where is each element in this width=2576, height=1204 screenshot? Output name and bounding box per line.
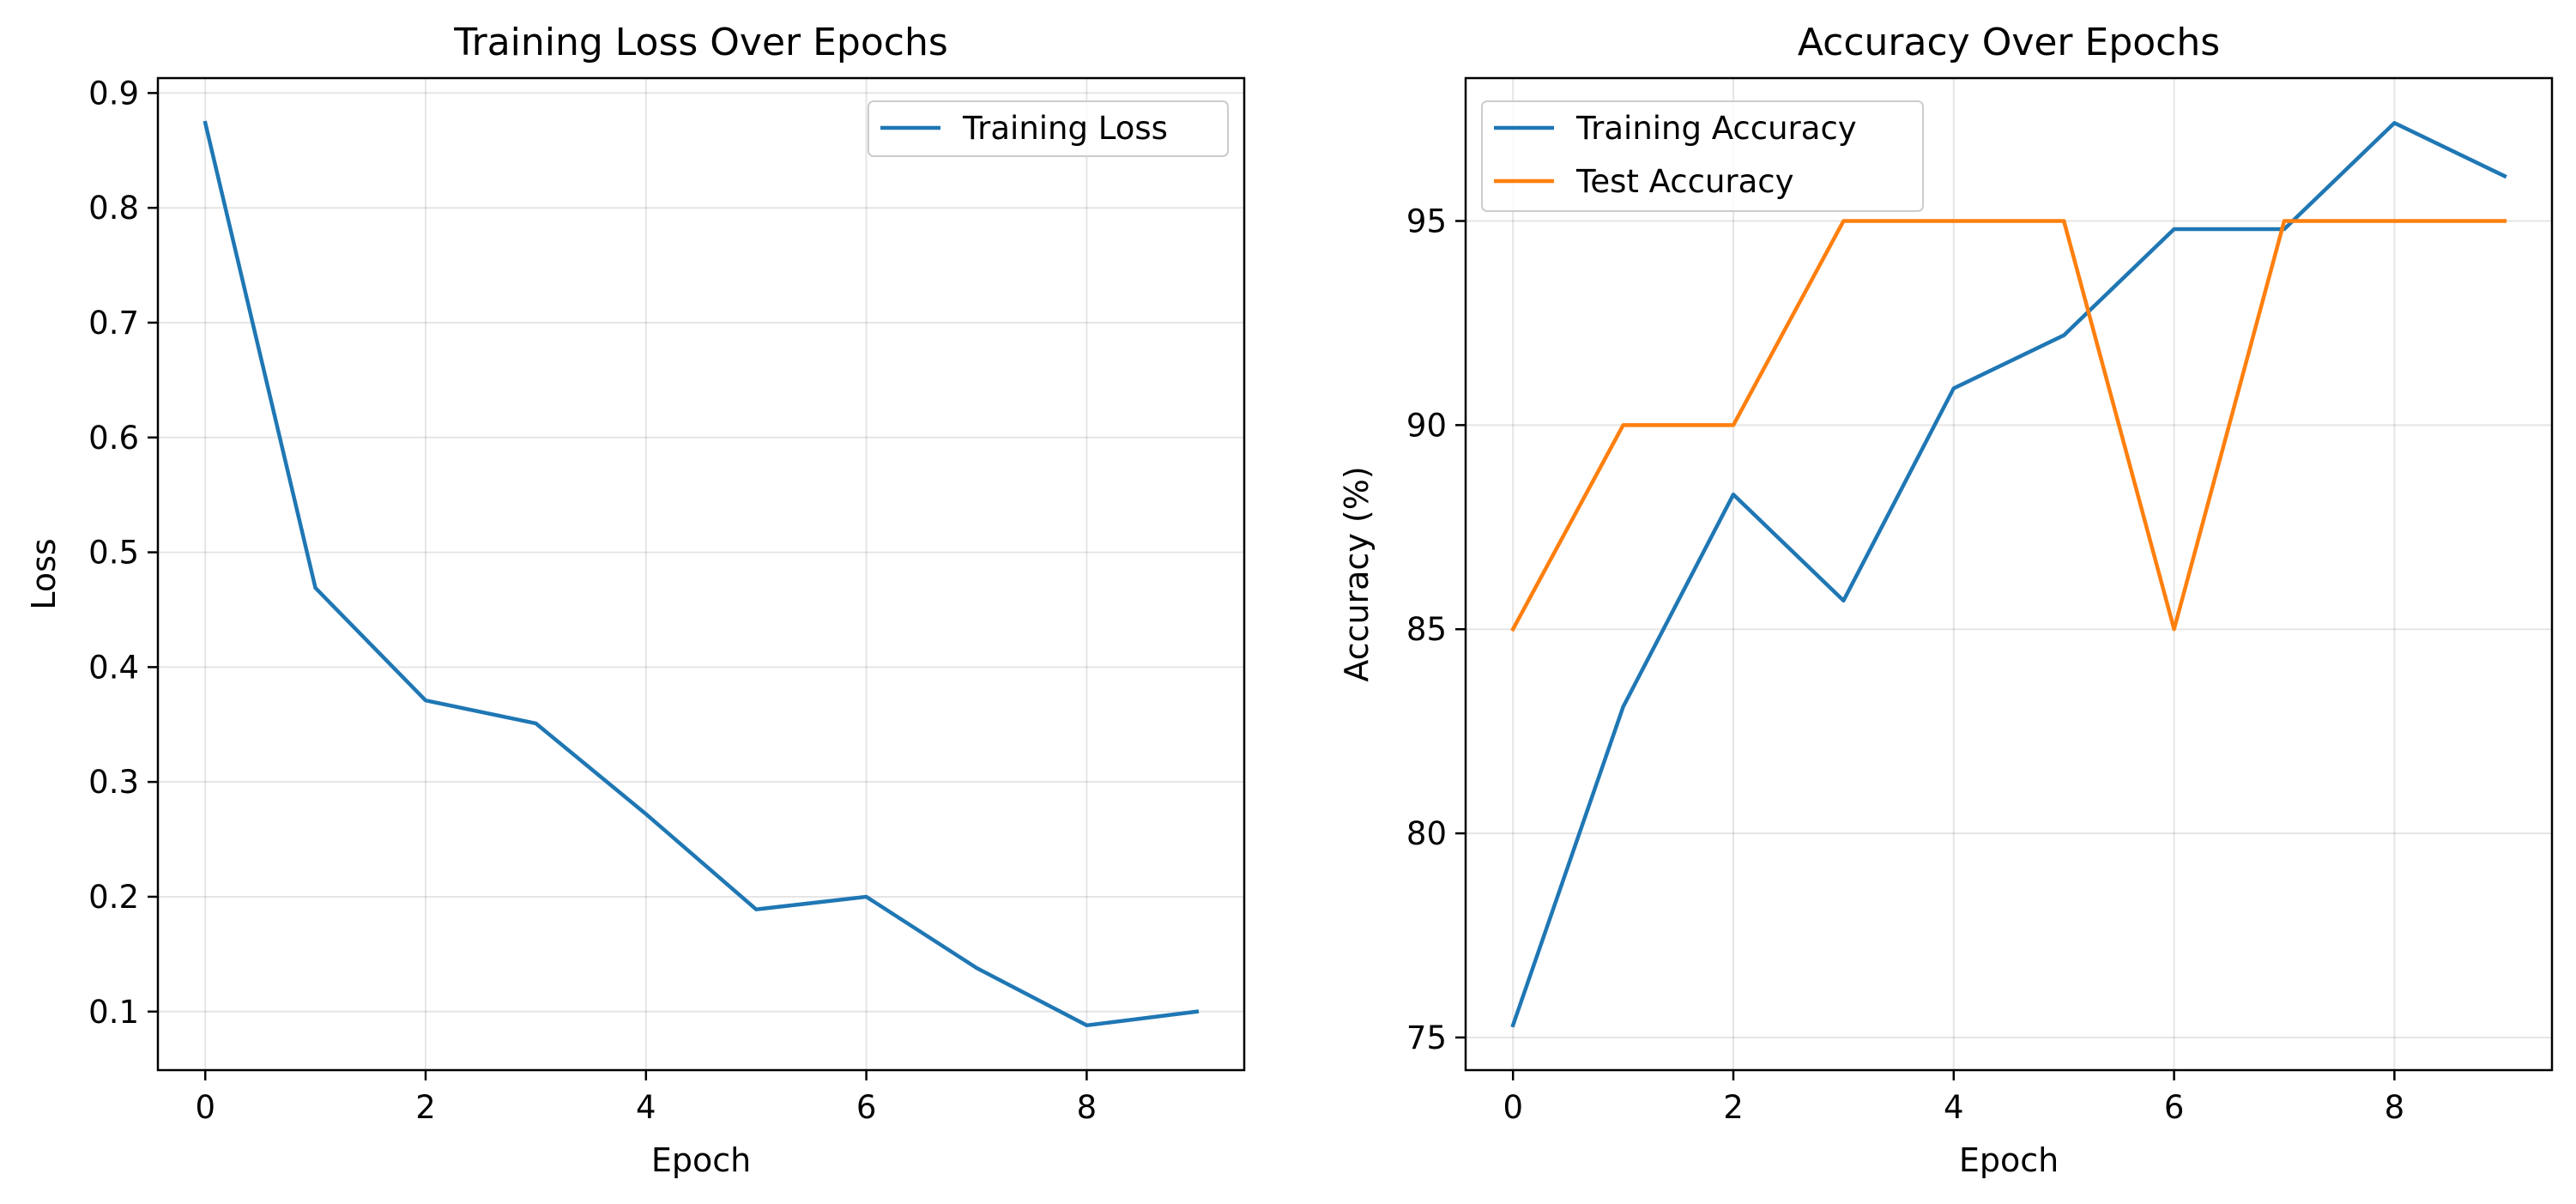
y-tick-label: 75	[1406, 1019, 1447, 1056]
y-axis-label: Loss	[25, 538, 63, 609]
x-tick-label: 0	[195, 1089, 215, 1126]
chart-2: 0 2 4 6 8 75 80 85 90 95 Accuracy Over Epochs Epoch…	[1338, 21, 2554, 1179]
y-tick-label: 0.7	[88, 305, 139, 342]
legend-box	[868, 100, 1229, 157]
x-tick-label: 4	[636, 1089, 656, 1126]
series-line-training-loss	[203, 120, 1200, 1028]
x-axis-label: Epoch	[651, 1141, 751, 1179]
legend-box	[1481, 100, 1924, 212]
x-tick-label: 2	[415, 1089, 436, 1126]
y-tick-label: 0.8	[88, 190, 139, 227]
x-tick-label: 0	[1503, 1089, 1523, 1126]
x-tick-label: 4	[1944, 1089, 1964, 1126]
y-tick-label: 0.2	[88, 879, 139, 916]
chart-title: Accuracy Over Epochs	[1798, 21, 2220, 64]
y-tick-label: 80	[1406, 815, 1447, 852]
legend: Training Accuracy Test Accuracy	[1481, 100, 1924, 212]
y-tick-label: 95	[1406, 203, 1447, 240]
x-tick-label: 8	[1077, 1089, 1098, 1126]
y-tick-label: 90	[1406, 407, 1447, 444]
y-tick-label: 85	[1406, 611, 1447, 648]
y-tick-label: 0.9	[88, 75, 139, 112]
series-line-training-accuracy	[1510, 121, 2507, 1028]
y-axis-label: Accuracy (%)	[1338, 466, 1376, 681]
legend: Training Loss	[868, 100, 1229, 157]
y-tick-label: 0.6	[88, 420, 139, 457]
legend-label: Training Accuracy	[1575, 110, 1857, 147]
chart-title: Training Loss Over Epochs	[453, 21, 948, 64]
x-tick-label: 2	[1723, 1089, 1744, 1126]
legend-label: Training Loss	[962, 110, 1168, 147]
legend-label: Test Accuracy	[1575, 163, 1794, 200]
plot-frame	[156, 76, 1246, 1072]
y-tick-label: 0.3	[88, 764, 139, 801]
y-tick-label: 0.5	[88, 535, 139, 572]
plot-frame	[1464, 76, 2554, 1072]
x-tick-label: 8	[2385, 1089, 2405, 1126]
x-tick-label: 6	[2164, 1089, 2185, 1126]
x-tick-label: 6	[856, 1089, 877, 1126]
y-tick-label: 0.1	[88, 994, 139, 1031]
y-tick-label: 0.4	[88, 649, 139, 686]
chart-1: 0 2 4 6 8 0.1 0.2 0.3 0.4 0.5 0.6 0.7 0.8 0.9 Training…	[25, 21, 1246, 1179]
x-axis-label: Epoch	[1959, 1141, 2059, 1179]
series-line-test-accuracy	[1510, 219, 2507, 632]
